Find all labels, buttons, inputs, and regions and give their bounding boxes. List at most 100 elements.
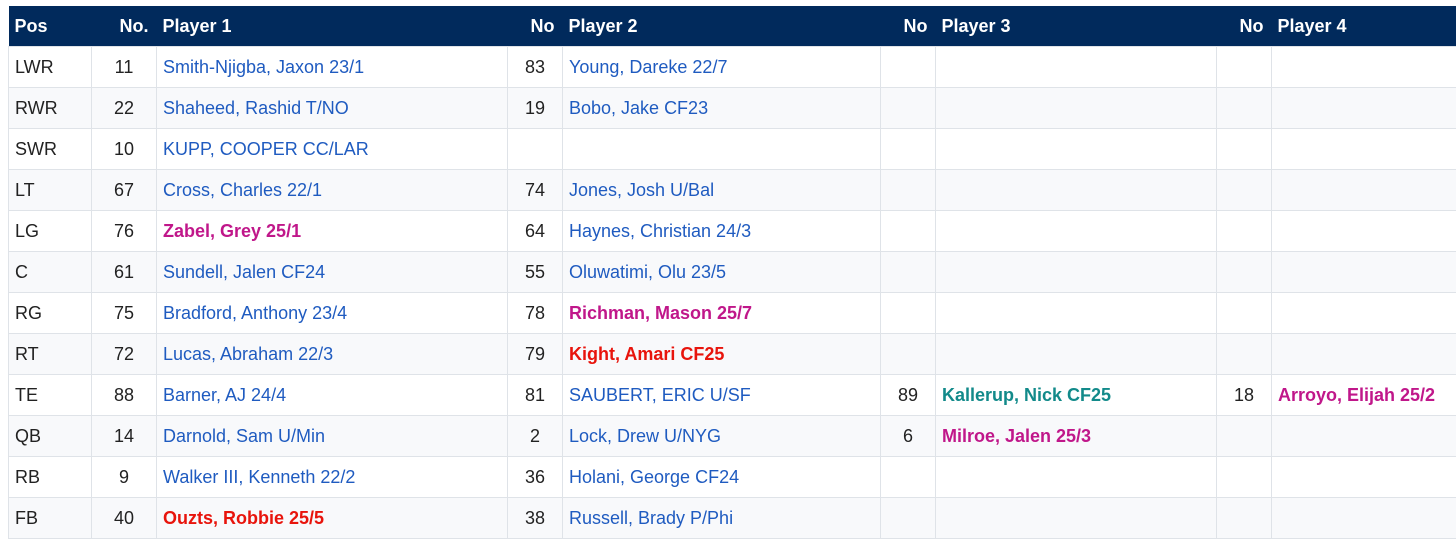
number-cell: 89 bbox=[880, 374, 936, 416]
number-cell: 10 bbox=[91, 128, 157, 170]
table-row: LG 76 Zabel, Grey 25/1 64 Haynes, Christ… bbox=[8, 210, 1456, 252]
player-link[interactable]: Lucas, Abraham 22/3 bbox=[156, 333, 508, 375]
number-cell bbox=[880, 456, 936, 498]
player-link[interactable]: Smith-Njigba, Jaxon 23/1 bbox=[156, 46, 508, 88]
player-cell bbox=[935, 210, 1217, 252]
player-cell bbox=[935, 87, 1217, 129]
number-cell bbox=[880, 251, 936, 293]
number-cell: 55 bbox=[507, 251, 563, 293]
pos-cell: RWR bbox=[8, 87, 92, 129]
pos-cell: RB bbox=[8, 456, 92, 498]
player-link[interactable]: KUPP, COOPER CC/LAR bbox=[156, 128, 508, 170]
number-cell: 18 bbox=[1216, 374, 1272, 416]
depth-chart-container: Pos No. Player 1 No Player 2 No Player 3… bbox=[8, 6, 1456, 539]
table-row: FB 40 Ouzts, Robbie 25/5 38 Russell, Bra… bbox=[8, 497, 1456, 539]
number-cell: 72 bbox=[91, 333, 157, 375]
player-link[interactable]: Bobo, Jake CF23 bbox=[562, 87, 881, 129]
number-cell bbox=[507, 128, 563, 170]
player-link[interactable]: Arroyo, Elijah 25/2 bbox=[1271, 374, 1456, 416]
table-body: LWR 11 Smith-Njigba, Jaxon 23/1 83 Young… bbox=[8, 46, 1456, 539]
table-row: RT 72 Lucas, Abraham 22/3 79 Kight, Amar… bbox=[8, 333, 1456, 375]
number-cell: 19 bbox=[507, 87, 563, 129]
number-cell bbox=[880, 497, 936, 539]
number-cell: 2 bbox=[507, 415, 563, 457]
number-cell: 74 bbox=[507, 169, 563, 211]
player-link[interactable]: Shaheed, Rashid T/NO bbox=[156, 87, 508, 129]
player-cell bbox=[1271, 251, 1456, 293]
number-cell bbox=[1216, 415, 1272, 457]
table-header: Pos No. Player 1 No Player 2 No Player 3… bbox=[8, 6, 1456, 47]
player-cell bbox=[1271, 497, 1456, 539]
number-cell bbox=[1216, 210, 1272, 252]
player-cell bbox=[935, 46, 1217, 88]
number-cell: 9 bbox=[91, 456, 157, 498]
player-link[interactable]: Russell, Brady P/Phi bbox=[562, 497, 881, 539]
player-cell bbox=[1271, 210, 1456, 252]
number-cell: 88 bbox=[91, 374, 157, 416]
player-link[interactable]: Holani, George CF24 bbox=[562, 456, 881, 498]
pos-cell: RG bbox=[8, 292, 92, 334]
player-link[interactable]: Zabel, Grey 25/1 bbox=[156, 210, 508, 252]
number-cell bbox=[1216, 87, 1272, 129]
depth-chart-table: Pos No. Player 1 No Player 2 No Player 3… bbox=[8, 6, 1456, 539]
number-cell: 22 bbox=[91, 87, 157, 129]
number-cell bbox=[880, 210, 936, 252]
player-link[interactable]: Lock, Drew U/NYG bbox=[562, 415, 881, 457]
table-row: LWR 11 Smith-Njigba, Jaxon 23/1 83 Young… bbox=[8, 46, 1456, 88]
player-cell bbox=[1271, 87, 1456, 129]
player-link[interactable]: Young, Dareke 22/7 bbox=[562, 46, 881, 88]
player-link[interactable]: Walker III, Kenneth 22/2 bbox=[156, 456, 508, 498]
number-cell bbox=[880, 169, 936, 211]
player-link[interactable]: Darnold, Sam U/Min bbox=[156, 415, 508, 457]
player-link[interactable]: Milroe, Jalen 25/3 bbox=[935, 415, 1217, 457]
header-player2: Player 2 bbox=[562, 6, 881, 47]
number-cell: 64 bbox=[507, 210, 563, 252]
table-row: TE 88 Barner, AJ 24/4 81 SAUBERT, ERIC U… bbox=[8, 374, 1456, 416]
player-link[interactable]: Kallerup, Nick CF25 bbox=[935, 374, 1217, 416]
header-player3: Player 3 bbox=[935, 6, 1217, 47]
pos-cell: SWR bbox=[8, 128, 92, 170]
number-cell: 78 bbox=[507, 292, 563, 334]
player-cell bbox=[935, 292, 1217, 334]
number-cell: 11 bbox=[91, 46, 157, 88]
player-link[interactable]: Kight, Amari CF25 bbox=[562, 333, 881, 375]
number-cell bbox=[880, 46, 936, 88]
number-cell: 81 bbox=[507, 374, 563, 416]
pos-cell: LG bbox=[8, 210, 92, 252]
player-link[interactable]: Cross, Charles 22/1 bbox=[156, 169, 508, 211]
player-link[interactable]: Jones, Josh U/Bal bbox=[562, 169, 881, 211]
number-cell bbox=[880, 333, 936, 375]
pos-cell: TE bbox=[8, 374, 92, 416]
pos-cell: RT bbox=[8, 333, 92, 375]
player-link[interactable]: Oluwatimi, Olu 23/5 bbox=[562, 251, 881, 293]
number-cell bbox=[880, 292, 936, 334]
number-cell: 75 bbox=[91, 292, 157, 334]
table-row: RWR 22 Shaheed, Rashid T/NO 19 Bobo, Jak… bbox=[8, 87, 1456, 129]
table-row: LT 67 Cross, Charles 22/1 74 Jones, Josh… bbox=[8, 169, 1456, 211]
player-link[interactable]: Sundell, Jalen CF24 bbox=[156, 251, 508, 293]
number-cell bbox=[1216, 292, 1272, 334]
player-cell bbox=[1271, 46, 1456, 88]
number-cell bbox=[880, 87, 936, 129]
player-link[interactable]: Ouzts, Robbie 25/5 bbox=[156, 497, 508, 539]
player-link[interactable]: Barner, AJ 24/4 bbox=[156, 374, 508, 416]
player-link[interactable]: Richman, Mason 25/7 bbox=[562, 292, 881, 334]
table-row: QB 14 Darnold, Sam U/Min 2 Lock, Drew U/… bbox=[8, 415, 1456, 457]
number-cell bbox=[1216, 169, 1272, 211]
player-cell bbox=[1271, 128, 1456, 170]
player-cell bbox=[935, 251, 1217, 293]
header-no3: No bbox=[880, 6, 936, 47]
player-cell bbox=[1271, 169, 1456, 211]
table-row: SWR 10 KUPP, COOPER CC/LAR bbox=[8, 128, 1456, 170]
number-cell: 14 bbox=[91, 415, 157, 457]
player-link[interactable]: SAUBERT, ERIC U/SF bbox=[562, 374, 881, 416]
pos-cell: FB bbox=[8, 497, 92, 539]
player-cell bbox=[1271, 292, 1456, 334]
number-cell: 38 bbox=[507, 497, 563, 539]
number-cell bbox=[1216, 128, 1272, 170]
number-cell bbox=[1216, 456, 1272, 498]
table-row: C 61 Sundell, Jalen CF24 55 Oluwatimi, O… bbox=[8, 251, 1456, 293]
player-cell bbox=[1271, 333, 1456, 375]
player-link[interactable]: Bradford, Anthony 23/4 bbox=[156, 292, 508, 334]
player-link[interactable]: Haynes, Christian 24/3 bbox=[562, 210, 881, 252]
